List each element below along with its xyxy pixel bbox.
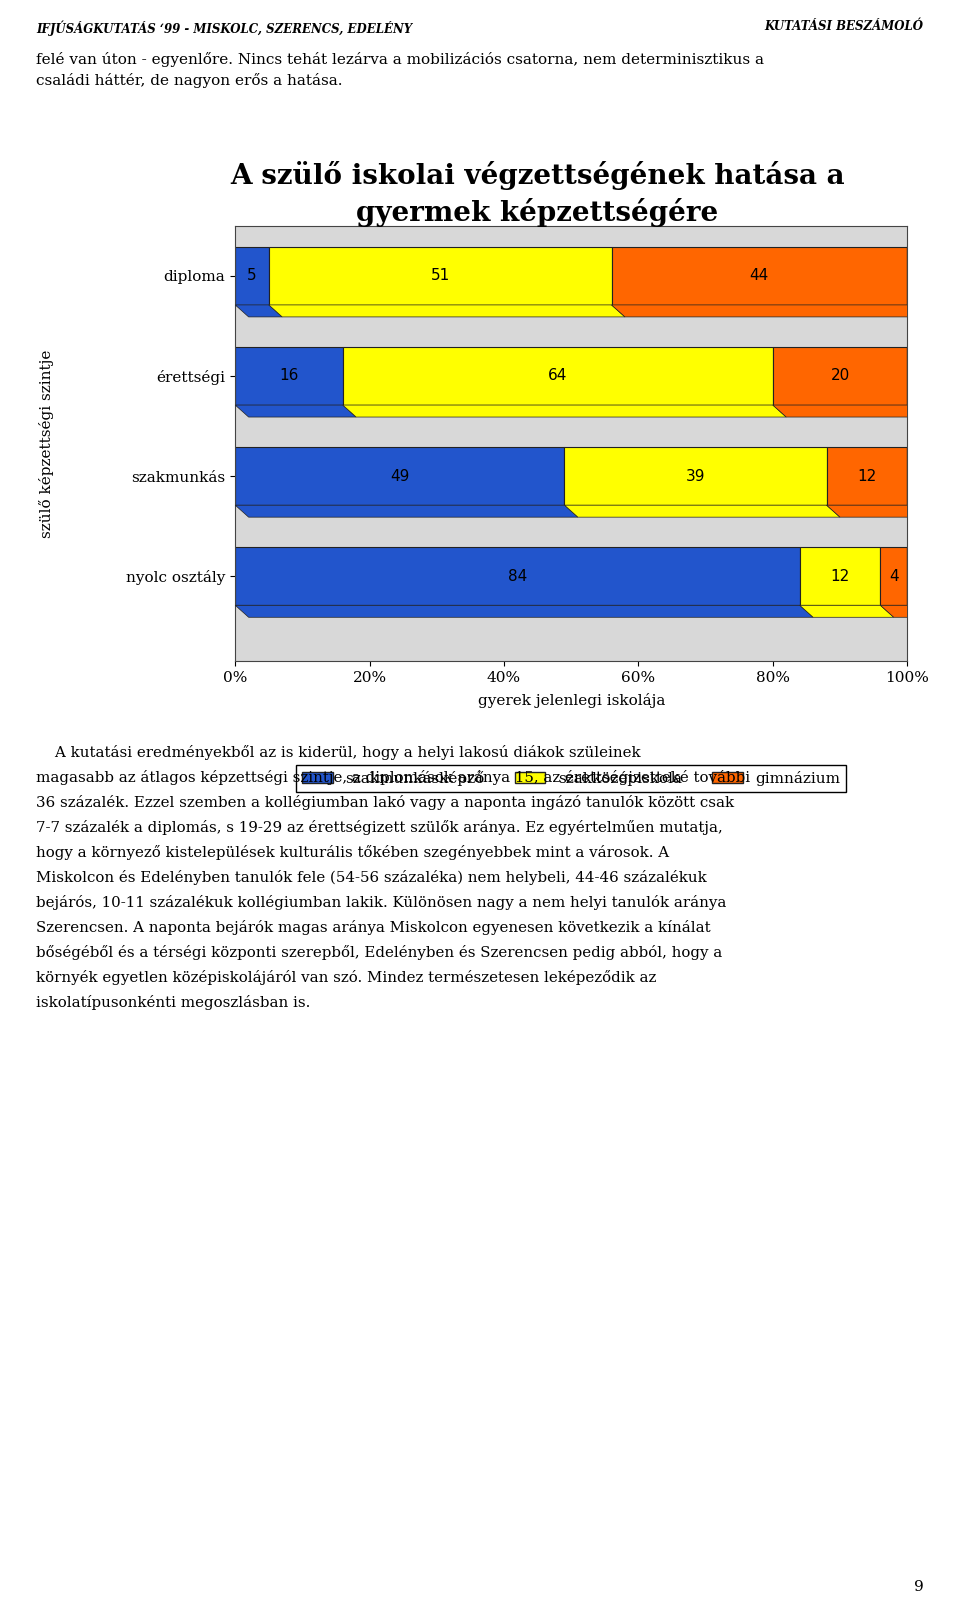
Text: 5: 5 bbox=[247, 268, 257, 284]
Polygon shape bbox=[907, 247, 921, 316]
Polygon shape bbox=[800, 605, 894, 618]
Text: magasabb az átlagos képzettségi szintje, a diplomások aránya 15, az érettségizet: magasabb az átlagos képzettségi szintje,… bbox=[36, 769, 751, 786]
Polygon shape bbox=[269, 305, 625, 316]
Bar bbox=[578, 460, 840, 518]
Bar bbox=[356, 360, 786, 418]
Text: felé van úton - egyenlőre. Nincs tehát lezárva a mobilizációs csatorna, nem dete: felé van úton - egyenlőre. Nincs tehát l… bbox=[36, 52, 764, 89]
Bar bbox=[249, 560, 813, 618]
Polygon shape bbox=[827, 505, 921, 518]
Text: 4: 4 bbox=[889, 569, 899, 584]
Text: KUTATÁSI BESZÁMOLÓ: KUTATÁSI BESZÁMOLÓ bbox=[764, 19, 924, 34]
Bar bbox=[880, 547, 907, 605]
Text: A kutatási eredményekből az is kiderül, hogy a helyi lakosú diákok szüleinek: A kutatási eredményekből az is kiderül, … bbox=[36, 745, 641, 760]
Text: Szerencsen. A naponta bejárók magas aránya Miskolcon egyenesen következik a kíná: Szerencsen. A naponta bejárók magas arán… bbox=[36, 919, 711, 936]
Bar bbox=[813, 560, 894, 618]
Text: 49: 49 bbox=[390, 469, 410, 484]
Bar bbox=[773, 347, 907, 405]
Polygon shape bbox=[907, 547, 921, 618]
Text: 12: 12 bbox=[857, 469, 876, 484]
Bar bbox=[269, 247, 612, 305]
Text: iskolatípusonkénti megoszlásban is.: iskolatípusonkénti megoszlásban is. bbox=[36, 995, 311, 1010]
Text: 39: 39 bbox=[685, 469, 706, 484]
Bar bbox=[800, 547, 880, 605]
Bar bbox=[612, 247, 907, 305]
Polygon shape bbox=[343, 405, 786, 418]
Bar bbox=[235, 347, 343, 405]
Text: 7-7 százalék a diplomás, s 19-29 az érettségizett szülők aránya. Ez egyértelműen: 7-7 százalék a diplomás, s 19-29 az éret… bbox=[36, 819, 723, 836]
Text: gyermek képzettségére: gyermek képzettségére bbox=[356, 198, 719, 227]
Bar bbox=[235, 447, 564, 505]
Polygon shape bbox=[235, 305, 282, 316]
Bar bbox=[282, 258, 625, 316]
Polygon shape bbox=[907, 447, 921, 518]
Polygon shape bbox=[773, 405, 921, 418]
Bar bbox=[564, 447, 827, 505]
Bar bbox=[625, 258, 921, 316]
Bar bbox=[235, 247, 269, 305]
Text: Miskolcon és Edelényben tanulók fele (54-56 százaléka) nem helybeli, 44-46 száza: Miskolcon és Edelényben tanulók fele (54… bbox=[36, 871, 708, 886]
Text: 20: 20 bbox=[830, 368, 850, 384]
Text: 64: 64 bbox=[548, 368, 567, 384]
Bar bbox=[840, 460, 921, 518]
Polygon shape bbox=[612, 305, 921, 316]
Text: A szülő iskolai végzettségének hatása a: A szülő iskolai végzettségének hatása a bbox=[230, 161, 845, 190]
Polygon shape bbox=[235, 405, 356, 418]
Text: 16: 16 bbox=[279, 368, 299, 384]
X-axis label: gyerek jelenlegi iskolája: gyerek jelenlegi iskolája bbox=[477, 694, 665, 708]
Text: 44: 44 bbox=[750, 268, 769, 284]
Text: IFJÚSÁGKUTATÁS ‘99 - MISKOLC, SZERENCS, EDELÉNY: IFJÚSÁGKUTATÁS ‘99 - MISKOLC, SZERENCS, … bbox=[36, 19, 413, 35]
Polygon shape bbox=[235, 505, 578, 518]
Bar bbox=[235, 547, 800, 605]
Polygon shape bbox=[235, 605, 813, 618]
Text: 12: 12 bbox=[830, 569, 850, 584]
Bar bbox=[827, 447, 907, 505]
Bar bbox=[249, 360, 356, 418]
Bar bbox=[249, 460, 578, 518]
Bar bbox=[343, 347, 773, 405]
Polygon shape bbox=[564, 505, 840, 518]
Polygon shape bbox=[907, 347, 921, 418]
Text: környék egyetlen középiskolájáról van szó. Mindez természetesen leképeződik az: környék egyetlen középiskolájáról van sz… bbox=[36, 969, 657, 986]
Text: szülő képzettségi szintje: szülő képzettségi szintje bbox=[38, 350, 54, 537]
Text: bőségéből és a térségi központi szerepből, Edelényben és Szerencsen pedig abból,: bőségéből és a térségi központi szerepbő… bbox=[36, 945, 723, 960]
Bar bbox=[786, 360, 921, 418]
Text: hogy a környező kistelepülések kulturális tőkében szegényebbek mint a városok. A: hogy a környező kistelepülések kulturáli… bbox=[36, 845, 670, 860]
Bar bbox=[894, 560, 921, 618]
Polygon shape bbox=[880, 605, 921, 618]
Text: 36 százalék. Ezzel szemben a kollégiumban lakó vagy a naponta ingázó tanulók köz: 36 százalék. Ezzel szemben a kollégiumba… bbox=[36, 795, 734, 810]
Text: 51: 51 bbox=[430, 268, 450, 284]
Bar bbox=[249, 258, 282, 316]
Text: bejárós, 10-11 százalékuk kollégiumban lakik. Különösen nagy a nem helyi tanulók: bejárós, 10-11 százalékuk kollégiumban l… bbox=[36, 895, 727, 910]
Text: 84: 84 bbox=[508, 569, 527, 584]
Text: 9: 9 bbox=[914, 1579, 924, 1594]
Legend: szakmunkásképző, szakközépiskola, gimnázium: szakmunkásképző, szakközépiskola, gimnáz… bbox=[297, 765, 846, 792]
